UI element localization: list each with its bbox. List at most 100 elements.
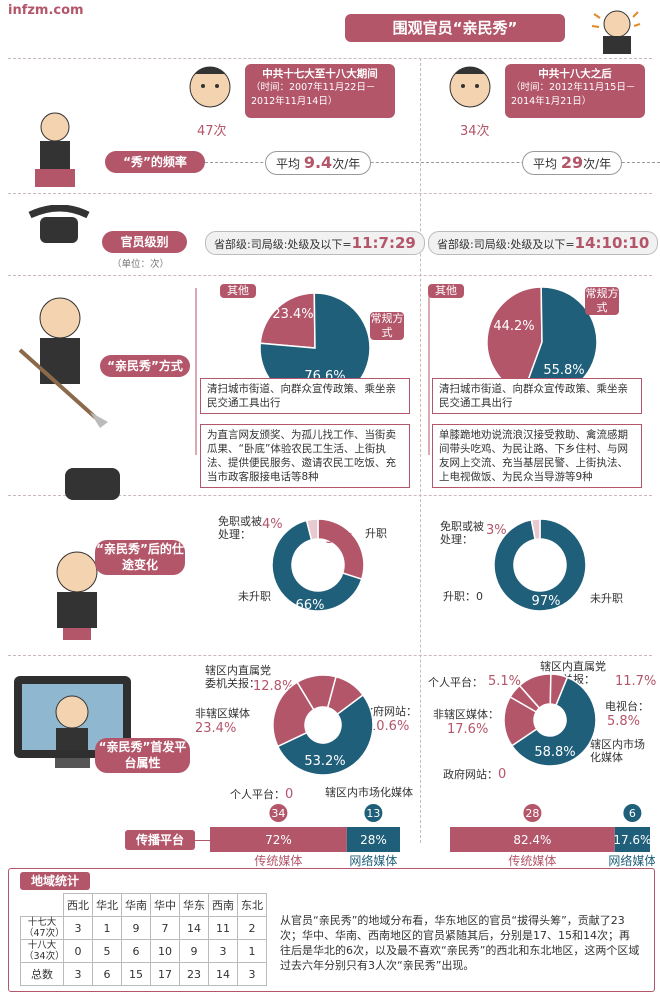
official-face-icon [185, 62, 235, 117]
data-label: 44.2% [493, 319, 534, 334]
table-cell: 9 [121, 916, 151, 940]
region-header: 华中 [150, 893, 180, 917]
row-label: 十八大（34次） [20, 939, 65, 963]
career-right-dismissed-label: 免职或被处理： [440, 520, 484, 546]
platform-label: “亲民秀”首发平台属性 [95, 738, 190, 773]
region-header-row: 西北 华北 华南 华中 华东 西南 东北 [21, 893, 267, 917]
platform-right-nonlocal-value: 17.6% [447, 722, 489, 737]
method-left-regular-tag: 常规方式 [370, 312, 404, 340]
period1-frequency: 平均 9.4次/年 [265, 151, 372, 175]
platform-right-tv-value: 5.8% [607, 714, 641, 729]
period2-levels: 省部级:司局级:处级及以下=14:10:10 [428, 231, 659, 255]
data-label: 30% [326, 532, 355, 547]
table-cell: 17 [150, 962, 180, 986]
spread-bars: 72% 28% 34 13 传统媒体 网络媒体 82.4% 17.6% 28 6 传统媒体 网络媒体 [210, 804, 655, 868]
table-cell: 15 [121, 962, 151, 986]
table-cell: 14 [208, 962, 238, 986]
method-left-regular-text: 清扫城市街道、向群众宣传政策、乘坐亲民交通工具出行 [200, 378, 410, 414]
count-badge [269, 804, 288, 822]
platform-left-gov-value: 10.6% [368, 719, 410, 734]
pie-slice [503, 695, 538, 747]
platform-right-tv-label: 电视台： [605, 700, 649, 713]
data-label: 28 [525, 807, 539, 820]
region-header: 东北 [237, 893, 267, 917]
data-label: 58.8% [534, 745, 575, 760]
career-right-promoted-label: 升职：0 [443, 590, 483, 603]
table-cell: 1 [92, 916, 122, 940]
platform-left-personal-label: 个人平台：0 [230, 787, 294, 802]
method-left-other-tag: 其他 [220, 284, 256, 298]
bar-traditional [210, 827, 347, 852]
method-right-other-tag: 其他 [428, 284, 464, 298]
pie-slice [272, 681, 315, 748]
table-cell: 9 [179, 939, 209, 963]
method-label: “亲民秀”方式 [100, 355, 190, 377]
platform-right-donut: 58.8% [503, 673, 597, 767]
region-header: 华北 [92, 893, 122, 917]
platform-left-party-value: 12.8% [253, 679, 295, 694]
table-cell: 6 [92, 962, 122, 986]
data-label: 传统媒体 [508, 853, 556, 868]
platform-right-personal-label: 个人平台： [428, 676, 483, 689]
region-table: 西北 华北 华南 华中 华东 西南 东北 十七大（47次） 3 1 9 7 14… [20, 893, 267, 986]
method-right-pie: 44.2% 55.8% [486, 286, 598, 398]
frequency-label: “秀”的频率 [105, 151, 205, 173]
pie-slice [493, 518, 587, 612]
table-cell: 3 [208, 939, 238, 963]
career-right-dismissed-value: 3% [486, 523, 507, 538]
pie-slice [510, 676, 597, 767]
region-header: 华东 [179, 893, 209, 917]
pie-slice [530, 518, 541, 541]
pie-slice [276, 693, 374, 776]
platform-right-nonlocal-label: 非辖区媒体： [433, 708, 499, 721]
pie-slice [317, 518, 365, 581]
sweeping-official-icon [12, 290, 112, 430]
platform-left-local-label: 辖区内市场化媒体 [325, 786, 413, 799]
region-title: 地域统计 [20, 872, 90, 890]
period2-frequency: 平均 29次/年 [522, 151, 623, 175]
platform-left-donut: 53.2% [272, 674, 374, 776]
region-header: 西北 [63, 893, 93, 917]
platform-right-gov-label: 政府网站：0 [443, 767, 507, 782]
data-label: 6 [629, 807, 636, 820]
table-cell: 3 [237, 962, 267, 986]
official-phone-icon [15, 460, 175, 640]
level-label: 官员级别 [102, 231, 187, 253]
data-label: 17.6% [613, 833, 651, 847]
table-cell: 7 [150, 916, 180, 940]
spread-label: 传播平台 [125, 830, 195, 850]
platform-left-nonlocal-label: 非辖区媒体 [195, 707, 250, 720]
table-cell: 2 [237, 916, 267, 940]
bar-online [346, 827, 400, 852]
platform-right-party-value: 11.7% [615, 674, 657, 689]
pie-slice [271, 519, 363, 612]
official-cartoon-icon [590, 6, 645, 56]
data-label: 82.4% [513, 833, 551, 847]
career-left-notpromoted-label: 未升职 [238, 590, 271, 603]
career-left-dismissed-label: 免职或被处理： [218, 515, 262, 541]
table-row: 总数 3 6 15 17 23 14 3 [20, 962, 267, 986]
method-right-regular-text: 清扫城市街道、向群众宣传政策、乘坐亲民交通工具出行 [432, 378, 642, 414]
data-label: 53.2% [304, 754, 345, 769]
data-label: 传统媒体 [254, 853, 302, 868]
career-right-donut: 97% [493, 518, 587, 612]
table-cell: 1 [237, 939, 267, 963]
count-badge [623, 804, 642, 822]
data-label: 28% [360, 833, 387, 847]
platform-left-nonlocal-value: 23.4% [195, 721, 237, 736]
region-header: 西南 [208, 893, 238, 917]
table-cell: 14 [179, 916, 209, 940]
tv-screen-icon [10, 672, 135, 772]
platform-left-gov-label: 政府网站： [362, 705, 417, 718]
data-label: 66% [296, 598, 325, 613]
table-cell: 23 [179, 962, 209, 986]
data-label: 13 [366, 807, 380, 820]
method-right-regular-tag: 常规方式 [585, 287, 619, 315]
table-row: 十七大（47次） 3 1 9 7 14 11 2 [20, 916, 267, 940]
career-left-dismissed-value: 4% [262, 517, 283, 532]
data-label: 97% [532, 594, 561, 609]
table-row: 十八大（34次） 0 5 6 10 9 3 1 [20, 939, 267, 963]
region-header: 华南 [121, 893, 151, 917]
data-label: 网络媒体 [349, 853, 397, 868]
platform-right-personal-value: 5.1% [488, 674, 522, 689]
